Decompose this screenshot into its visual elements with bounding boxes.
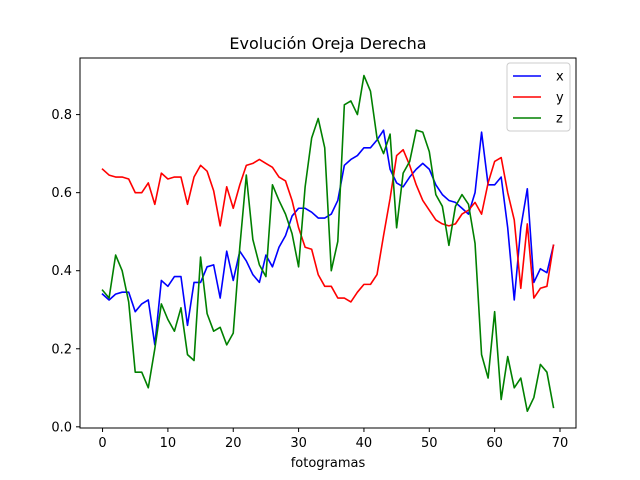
x-axis-label: fotogramas <box>291 456 366 471</box>
y-axis: 0.0 0.2 0.4 0.6 0.8 <box>51 108 80 435</box>
x-tick-label: 0 <box>98 436 106 451</box>
x-tick-label: 30 <box>290 436 307 451</box>
x-tick-label: 70 <box>552 436 569 451</box>
plot-lines <box>101 74 555 413</box>
x-axis: 0 10 20 30 40 50 60 70 <box>98 428 568 451</box>
series-line-y <box>101 148 555 303</box>
plot-area-frame <box>79 57 577 429</box>
y-tick-label: 0.6 <box>51 186 72 201</box>
x-tick-label: 40 <box>356 436 373 451</box>
series-line-z <box>101 74 555 413</box>
x-tick-label: 50 <box>421 436 438 451</box>
y-tick-label: 0.4 <box>51 264 72 279</box>
y-tick-label: 0.8 <box>51 108 72 123</box>
legend-label-y: y <box>556 91 564 106</box>
series-line-x <box>101 129 555 346</box>
y-tick-label: 0.2 <box>51 342 72 357</box>
x-tick-label: 10 <box>160 436 177 451</box>
x-tick-label: 20 <box>225 436 242 451</box>
legend-label-x: x <box>556 70 564 85</box>
legend: xyz <box>506 62 571 132</box>
y-tick-label: 0.0 <box>51 420 72 435</box>
legend-entries: xyz <box>513 70 564 127</box>
legend-label-z: z <box>556 112 563 127</box>
x-tick-label: 60 <box>486 436 503 451</box>
chart-title: Evolución Oreja Derecha <box>229 34 426 53</box>
